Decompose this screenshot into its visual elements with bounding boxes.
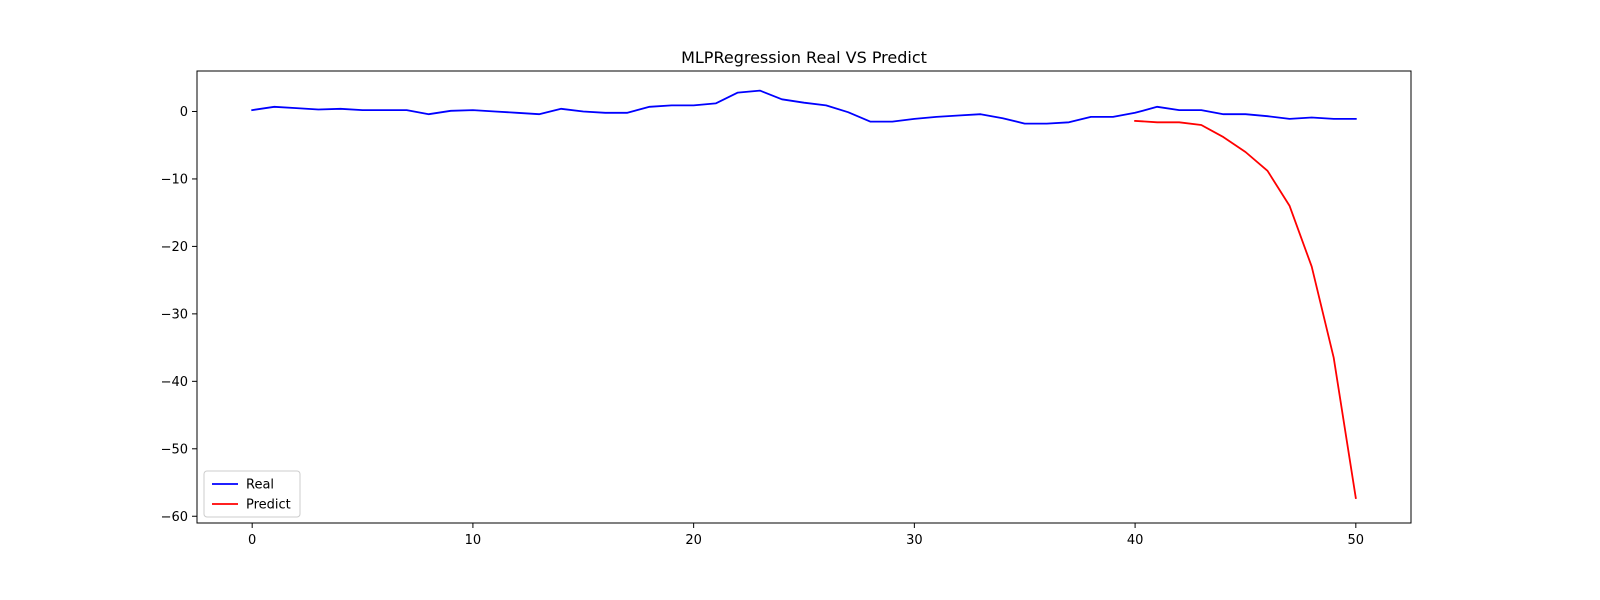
legend-box [203,470,301,518]
x-tick-label: 0 [248,533,256,548]
y-axis: 0 −10 −20 −30 −40 −50 −60 [161,105,197,525]
x-tick-label: 40 [1127,533,1144,548]
legend: Real Predict [203,470,301,518]
x-tick-label: 30 [906,533,923,548]
plot-lines [251,89,1357,500]
y-tick-label: −10 [161,172,188,187]
series-line-predict [1134,119,1357,500]
y-tick-label: −50 [161,442,188,457]
y-tick-label: −60 [161,510,188,525]
x-tick-label: 10 [465,533,482,548]
y-tick-label: 0 [180,105,188,120]
plot-frame [196,70,1412,524]
y-tick-label: −20 [161,240,188,255]
x-tick-label: 50 [1348,533,1365,548]
x-axis: 0 10 20 30 40 50 [248,523,1364,548]
series-line-real [251,89,1357,125]
chart-title: MLPRegression Real VS Predict [681,48,927,67]
legend-label-real: Real [246,478,274,493]
y-tick-label: −40 [161,375,188,390]
legend-label-predict: Predict [246,498,291,513]
y-tick-label: −30 [161,307,188,322]
x-tick-label: 20 [685,533,702,548]
